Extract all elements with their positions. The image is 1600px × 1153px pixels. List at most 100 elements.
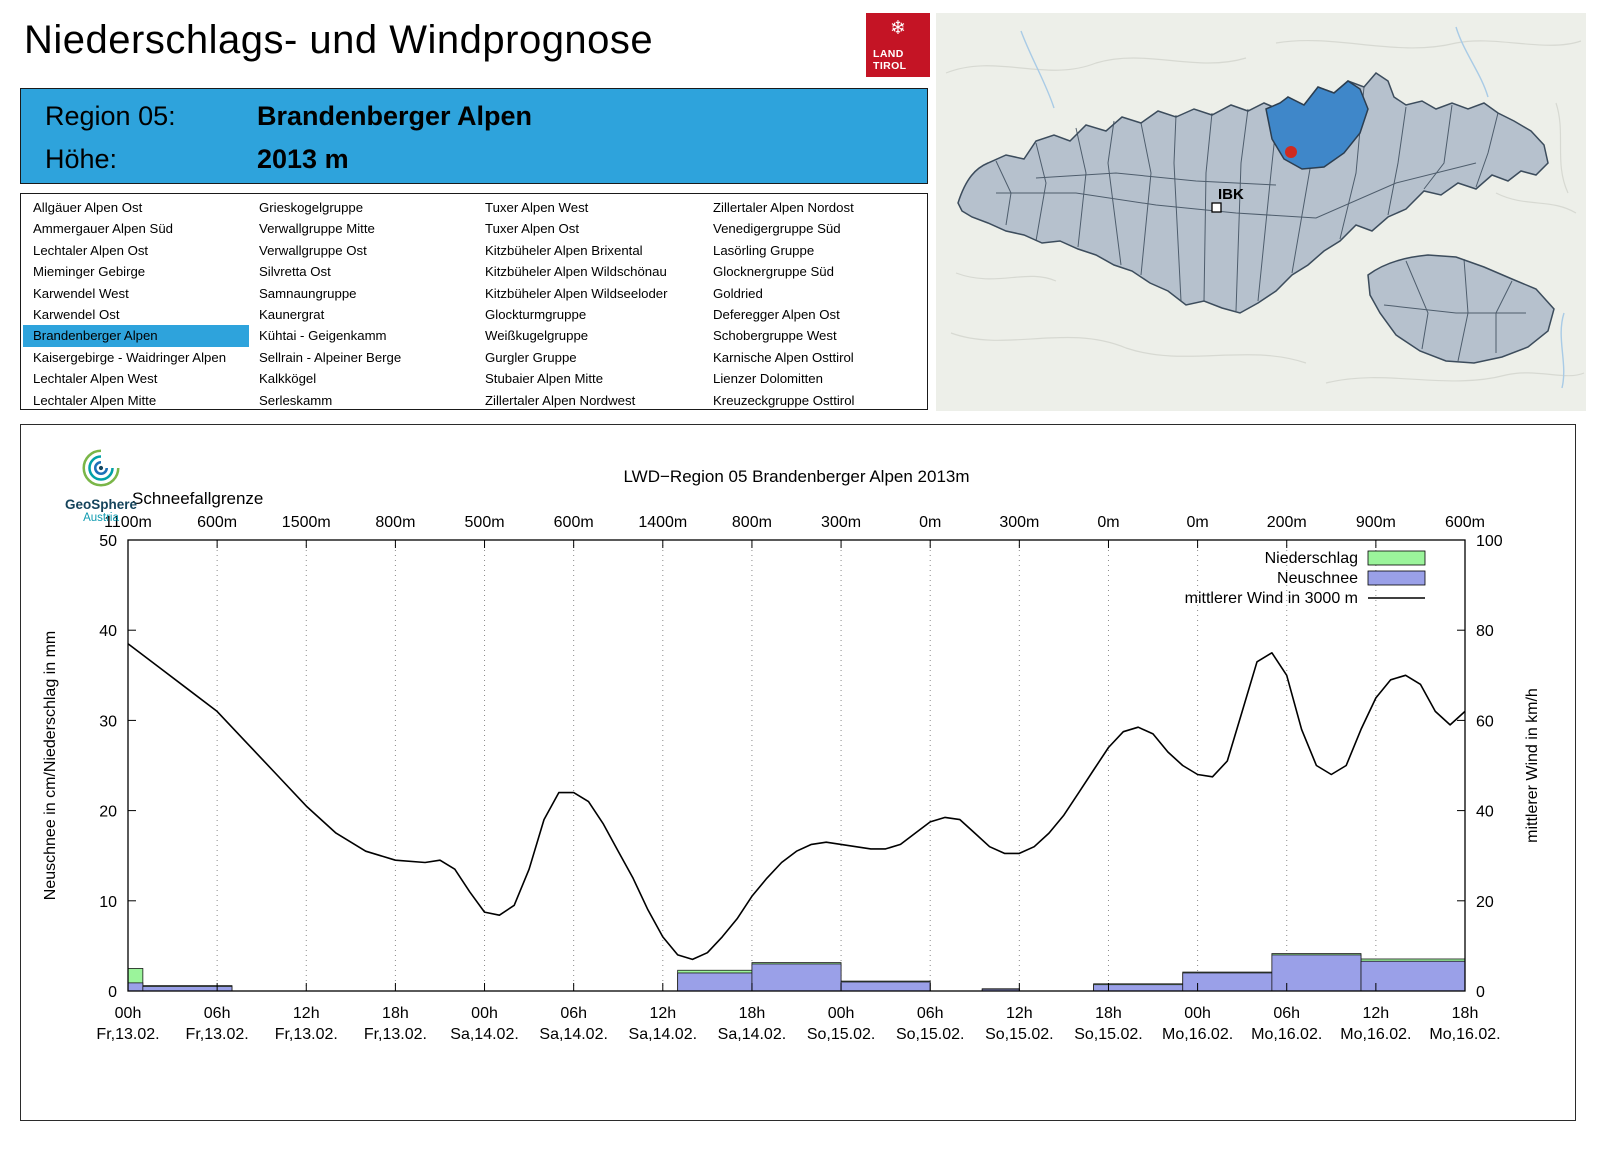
region-list-column: Grieskogelgruppe Verwallgruppe Mitte Verwa… [249,197,475,411]
chart-title: LWD−Region 05 Brandenberger Alpen 2013m [623,467,969,486]
x-tick-time: 18h [1452,1005,1479,1022]
region-list-box: Allgäuer Alpen Ost Ammergauer Alpen Süd Le… [20,193,928,410]
map-rivers [1020,26,1565,389]
region-list-item[interactable]: Zillertaler Alpen Nordwest [485,392,636,408]
snowline-value: 0m [919,514,941,531]
region-list-item[interactable]: Kitzbüheler Alpen Wildschönau [485,264,667,280]
y-tick-right: 60 [1476,713,1494,730]
geosphere-icon [82,449,120,487]
forecast-chart-panel: 00h Fr,13.02. 1100m 06h Fr,13.02. 600m 12h Fr,1… [20,424,1576,1121]
region-list-item[interactable]: Stubaier Alpen Mitte [485,371,604,387]
x-tick-time: 12h [293,1005,320,1022]
x-tick-time: 06h [204,1005,231,1022]
x-tick-date: Fr,13.02. [186,1026,249,1043]
x-tick-time: 18h [1095,1005,1122,1022]
legend-label: Niederschlag [1265,550,1358,567]
x-tick-time: 06h [917,1005,944,1022]
region-list-item[interactable]: Kaunergrat [259,306,325,322]
snowline-value: 0m [1186,514,1208,531]
legend-label: Neuschnee [1277,570,1358,587]
snowline-value: 1400m [638,514,687,531]
logo-line-1: LAND [873,47,904,60]
map-region-north-tirol[interactable] [957,72,1549,314]
page-title: Niederschlags- und Windprognose [24,18,654,62]
region-list-item[interactable]: Schobergruppe West [713,328,837,344]
x-tick-date: Fr,13.02. [275,1026,338,1043]
snowline-value: 500m [465,514,505,531]
region-list-item[interactable]: Verwallgruppe Ost [259,242,367,258]
altitude-row: Höhe: 2013 m [45,138,927,181]
y-tick-left: 50 [99,533,117,550]
y-tick-left: 0 [108,984,117,1001]
x-tick-time: 12h [1363,1005,1390,1022]
region-list-item[interactable]: Kühtai - Geigenkamm [259,328,387,344]
region-list-item[interactable]: Lasörling Gruppe [713,242,815,258]
region-list-item[interactable]: Karwendel Ost [33,306,120,322]
x-tick-date: Sa,14.02. [718,1026,787,1043]
neuschnee-bar [1182,972,1273,992]
x-tick-date: Sa,14.02. [629,1026,698,1043]
x-tick-time: 06h [1273,1005,1300,1022]
region-list-item[interactable]: Glocknergruppe Süd [713,264,834,280]
snowline-value: 600m [554,514,594,531]
region-list-item[interactable]: Kitzbüheler Alpen Brixental [485,242,643,258]
region-list-item[interactable]: Sellrain - Alpeiner Berge [259,349,402,365]
neuschnee-bar [677,972,753,992]
region-list-item[interactable]: Glockturmgruppe [485,306,587,322]
tirol-map[interactable]: IBK [936,13,1586,411]
x-tick-date: Fr,13.02. [96,1026,159,1043]
region-row: Region 05: Brandenberger Alpen [45,95,927,138]
region-list-item[interactable]: Karnische Alpen Osttirol [713,349,854,365]
logo-line-2: TIROL [873,59,907,72]
legend-swatch [1367,550,1426,566]
region-list-item[interactable]: Zillertaler Alpen Nordost [713,200,854,215]
region-list-item[interactable]: Kalkkögel [259,371,317,387]
region-list-item[interactable]: Silvretta Ost [259,264,331,280]
region-list-item[interactable]: Brandenberger Alpen [23,325,249,347]
snowline-value: 800m [375,514,415,531]
region-list-item[interactable]: Lechtaler Alpen Ost [33,242,149,258]
region-value: Brandenberger Alpen [257,101,533,131]
region-list-item[interactable]: Karwendel West [33,285,129,301]
snowline-value: 0m [1097,514,1119,531]
region-list-column: Tuxer Alpen West Tuxer Alpen Ost Kitzbühel… [475,197,703,411]
neuschnee-bar [1093,984,1184,992]
snowline-value: 600m [197,514,237,531]
altitude-value: 2013 m [257,144,349,174]
region-list-column: Allgäuer Alpen Ost Ammergauer Alpen Süd Le… [23,197,249,411]
region-list-item[interactable]: Mieminger Gebirge [33,264,146,280]
wind-line [127,643,1466,961]
x-tick-time: 06h [560,1005,587,1022]
legend-swatch [1367,570,1426,586]
region-list-item[interactable]: Serleskamm [259,392,333,408]
chart-root: 00hFr,13.02.1100m06hFr,13.02.600m12hFr,1… [42,467,1541,1043]
region-list-item[interactable]: Goldried [713,285,763,301]
region-list-item[interactable]: Lechtaler Alpen Mitte [33,392,157,408]
region-list-item[interactable]: Lechtaler Alpen West [33,371,158,387]
land-tirol-logo[interactable]: ❄ LAND TIROL [866,13,930,77]
region-list-item[interactable]: Kreuzeckgruppe Osttirol [713,392,855,408]
region-list-item[interactable]: Verwallgruppe Mitte [259,221,375,237]
region-list-item[interactable]: Venedigergruppe Süd [713,221,841,237]
region-list-item[interactable]: Weißkugelgruppe [485,328,589,344]
region-list-item[interactable]: Ammergauer Alpen Süd [33,221,174,237]
region-list-item[interactable]: Gurgler Gruppe [485,349,577,365]
region-list-item[interactable]: Allgäuer Alpen Ost [33,200,143,215]
y-tick-left: 10 [99,894,117,911]
region-list-item[interactable]: Tuxer Alpen West [485,200,589,215]
map-container: IBK [936,13,1586,411]
snowline-value: 900m [1356,514,1396,531]
x-tick-date: Mo,16.02. [1340,1026,1411,1043]
region-list-item[interactable]: Grieskogelgruppe [259,200,364,215]
region-list-item[interactable]: Lienzer Dolomitten [713,371,823,387]
neuschnee-bar [127,982,144,992]
region-list-item[interactable]: Kitzbüheler Alpen Wildseeloder [485,285,668,301]
x-tick-date: Fr,13.02. [364,1026,427,1043]
region-list-item[interactable]: Kaisergebirge - Waidringer Alpen [33,349,227,365]
region-list-item[interactable]: Samnaungruppe [259,285,357,301]
region-list-item[interactable]: Deferegger Alpen Ost [713,306,840,322]
x-tick-date: So,15.02. [1074,1026,1143,1043]
plot-frame [127,539,1466,992]
neuschnee-bar [142,986,233,992]
region-list-item[interactable]: Tuxer Alpen Ost [485,221,580,237]
